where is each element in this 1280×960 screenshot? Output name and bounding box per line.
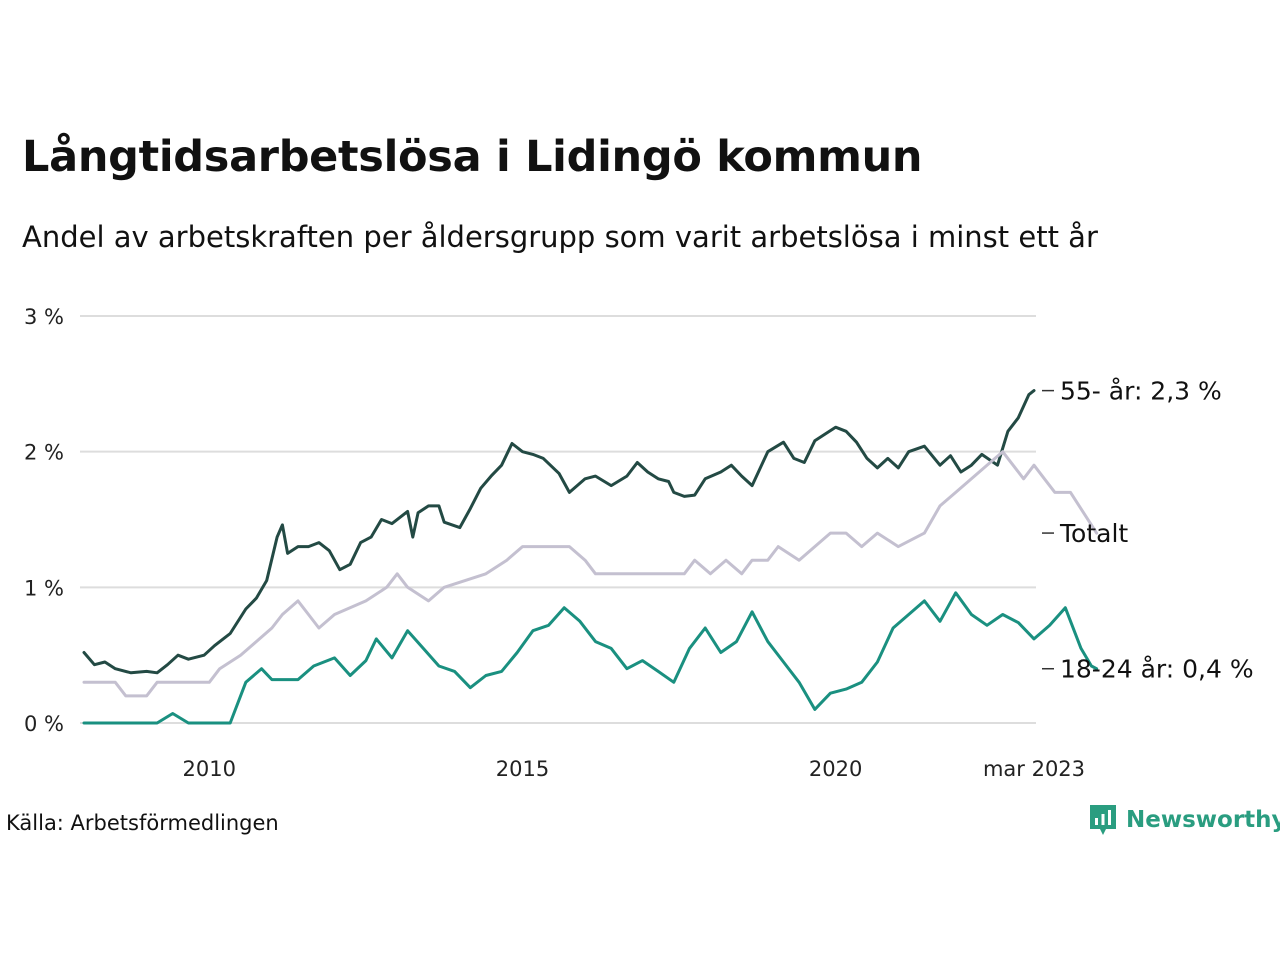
source-note: Källa: Arbetsförmedlingen xyxy=(6,811,279,835)
y-tick-label: 3 % xyxy=(24,305,64,329)
x-tick-label: 2020 xyxy=(809,757,862,781)
series-line xyxy=(82,450,1099,698)
x-tick-label: mar 2023 xyxy=(983,757,1085,781)
chart-title: Långtidsarbetslösa i Lidingö kommun xyxy=(22,132,923,182)
series-end-label: Totalt xyxy=(1059,519,1128,548)
y-tick-label: 0 % xyxy=(24,712,64,736)
series-end-label: 18-24 år: 0,4 % xyxy=(1060,655,1254,684)
x-tick-label: 2010 xyxy=(183,757,236,781)
brand-name: Newsworthy xyxy=(1126,807,1280,833)
series-end-label: 55- år: 2,3 % xyxy=(1060,377,1222,406)
chart-subtitle: Andel av arbetskraften per åldersgrupp s… xyxy=(22,220,1098,254)
y-tick-label: 2 % xyxy=(24,441,64,465)
brand-logo: Newsworthy xyxy=(1088,803,1280,837)
y-tick-label: 1 % xyxy=(24,576,64,600)
series-line xyxy=(82,389,1036,675)
newsworthy-icon xyxy=(1090,805,1116,835)
series-line xyxy=(82,591,1099,725)
x-tick-label: 2015 xyxy=(496,757,549,781)
